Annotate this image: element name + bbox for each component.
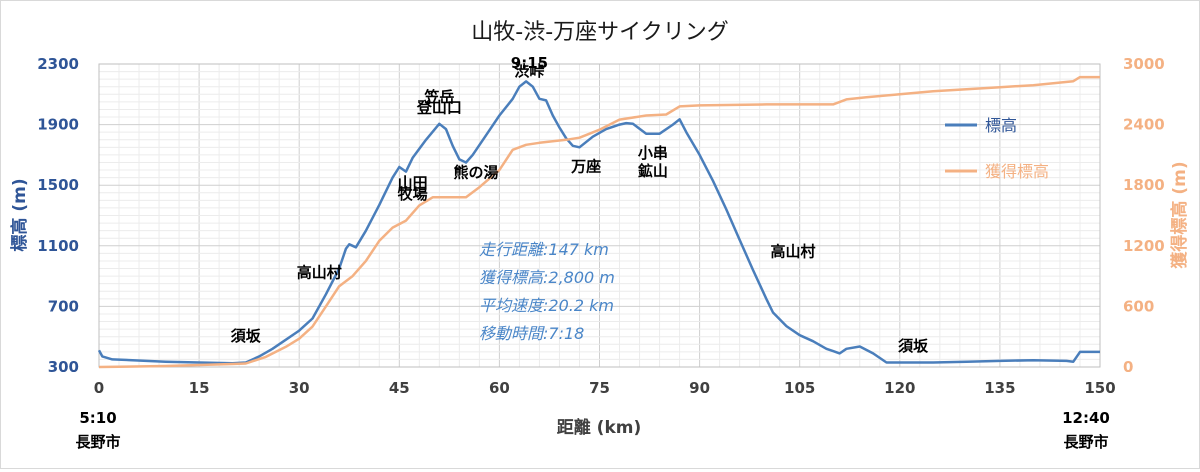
stat-avg-speed: 平均速度:20.2 km [479,296,614,315]
annotation-label: 9:15 [511,54,548,72]
annotation-label: 牧場 [398,185,428,203]
x-tick-label: 60 [489,379,510,397]
y-tick-label-left: 1900 [37,116,79,134]
legend: 標高 獲得標高 [945,116,1049,181]
x-tick-label: 0 [94,379,104,397]
y-axis-label-right: 獲得標高 (m) [1169,161,1190,268]
start-place: 長野市 [75,433,120,451]
annotation-label: 笠岳 [423,88,454,106]
stat-moving-time: 移動時間:7:18 [479,324,584,343]
y-tick-label-left: 1500 [37,176,79,194]
x-tick-label: 75 [589,379,610,397]
annotation-label: 須坂 [897,337,929,355]
y-tick-label-left: 1100 [37,237,79,255]
stats-box: 走行距離:147 km 獲得標高:2,800 m 平均速度:20.2 km 移動… [479,240,615,343]
x-tick-label: 90 [689,379,710,397]
annotation-label: 鉱山 [638,162,668,180]
axes: 0 15 30 45 60 75 90 105 120 135 150 300 700 1100 1500 1… [37,55,1165,397]
annotation-label: 渋峠 [514,62,544,80]
y-tick-label-right: 2400 [1123,116,1165,134]
y-tick-label-right: 1800 [1123,176,1165,194]
annotation-label: 山田 [398,174,428,192]
elevation-line [97,80,1100,365]
grid [98,63,1101,368]
legend-label-elevation: 標高 [985,116,1017,135]
elevation-gain-line [98,75,1100,369]
x-tick-label: 135 [984,379,1015,397]
y-tick-label-left: 300 [48,358,79,376]
annotation-label: 高山村 [771,242,816,260]
y-axis-label-left: 標高 (m) [9,178,30,251]
stat-elevation-gain: 獲得標高:2,800 m [479,268,615,287]
end-time: 12:40 [1062,409,1110,427]
y-tick-label-right: 0 [1123,358,1133,376]
y-tick-label-left: 2300 [37,55,79,73]
annotation-label: 熊の湯 [454,164,499,182]
x-time-labels: 5:10 長野市 12:40 長野市 [75,409,1109,451]
legend-label-gain: 獲得標高 [985,162,1049,181]
y-tick-label-left: 700 [48,297,79,315]
annotation-label: 万座 [570,158,601,176]
y-tick-label-right: 1200 [1123,237,1165,255]
x-tick-label: 30 [289,379,310,397]
chart-title: 山牧-渋-万座サイクリング [471,20,728,45]
y-tick-label-right: 3000 [1123,55,1165,73]
annotation-label: 登山口 [416,98,462,116]
y-tick-label-right: 600 [1123,297,1154,315]
end-place: 長野市 [1063,433,1108,451]
plot-area-border [98,63,1101,368]
x-tick-label: 120 [884,379,915,397]
x-axis-label: 距離 (km) [557,417,641,438]
x-tick-label: 45 [389,379,410,397]
annotation-label: 高山村 [297,264,342,282]
annotation-label: 小串 [638,144,668,162]
series-layer [97,75,1100,369]
start-time: 5:10 [79,409,116,427]
x-tick-label: 150 [1084,379,1115,397]
x-tick-label: 15 [189,379,210,397]
annotation-label: 須坂 [230,327,262,345]
x-tick-label: 105 [784,379,815,397]
stat-distance: 走行距離:147 km [479,240,609,259]
